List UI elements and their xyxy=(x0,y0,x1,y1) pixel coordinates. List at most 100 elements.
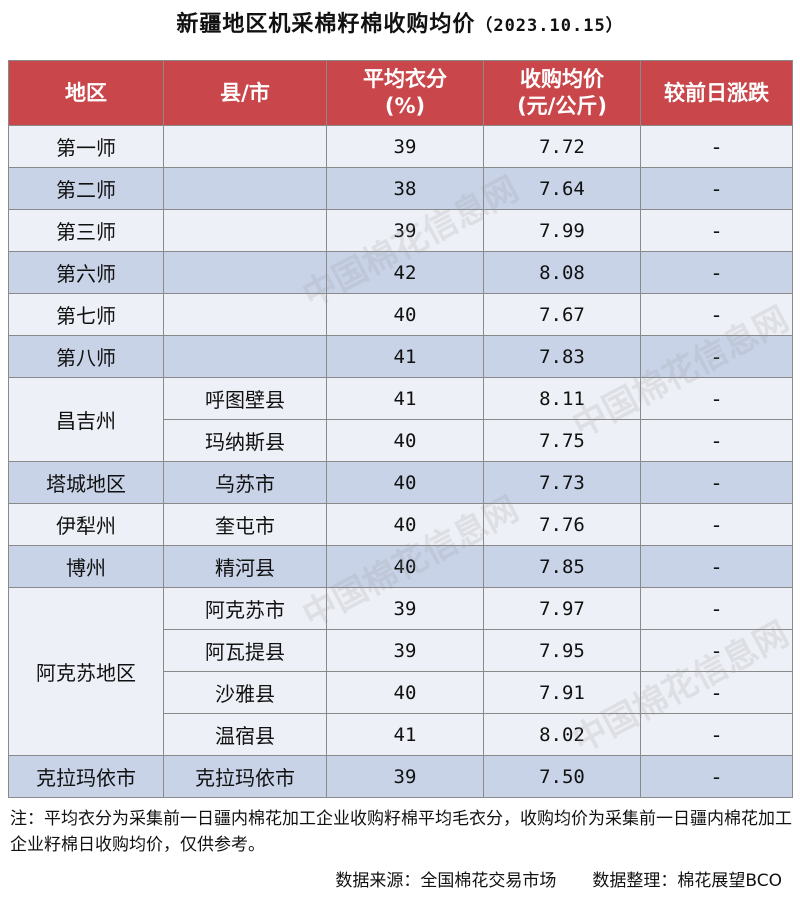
header-region: 地区 xyxy=(8,60,164,126)
county-cell xyxy=(163,251,327,294)
price-cell: 7.67 xyxy=(483,293,641,336)
price-table: 地区 县/市 平均衣分 (%) 收购均价 (元/公斤) 较前日涨跌 第一师 39 7… xyxy=(8,60,793,798)
county-cell: 奎屯市 xyxy=(163,503,327,546)
price-cell: 7.99 xyxy=(483,209,641,252)
county-cell xyxy=(163,209,327,252)
lint-cell: 40 xyxy=(326,419,484,462)
region-cell: 第一师 xyxy=(8,125,164,168)
table-row: 第七师 40 7.67 - xyxy=(8,293,793,336)
change-cell: - xyxy=(640,251,793,294)
header-price-line2: (元/公斤) xyxy=(517,94,607,118)
region-cell: 博州 xyxy=(8,545,164,588)
region-cell: 塔城地区 xyxy=(8,461,164,504)
county-cell: 温宿县 xyxy=(163,713,327,756)
table-row: 塔城地区 乌苏市 40 7.73 - xyxy=(8,461,793,504)
county-cell xyxy=(163,125,327,168)
table-row: 温宿县 41 8.02 - xyxy=(9,713,793,756)
table-row: 沙雅县 40 7.91 - xyxy=(9,671,793,714)
header-price: 收购均价 (元/公斤) xyxy=(483,60,641,126)
price-cell: 7.95 xyxy=(483,629,641,672)
lint-cell: 40 xyxy=(326,503,484,546)
change-cell: - xyxy=(640,377,793,420)
county-cell: 阿克苏市 xyxy=(163,587,327,630)
county-cell: 克拉玛依市 xyxy=(163,755,327,798)
data-compiler: 数据整理：棉花展望BCO xyxy=(592,871,782,891)
lint-cell: 40 xyxy=(326,671,484,714)
table-row: 克拉玛依市 克拉玛依市 39 7.50 - xyxy=(8,755,793,798)
region-cell: 第六师 xyxy=(8,251,164,294)
change-cell: - xyxy=(640,209,793,252)
change-cell: - xyxy=(640,335,793,378)
price-cell: 7.83 xyxy=(483,335,641,378)
table-row: 阿瓦提县 39 7.95 - xyxy=(9,629,793,672)
header-lint-line1: 平均衣分 xyxy=(363,67,447,91)
region-cell: 第八师 xyxy=(8,335,164,378)
lint-cell: 42 xyxy=(326,251,484,294)
price-cell: 7.91 xyxy=(483,671,641,714)
county-cell: 玛纳斯县 xyxy=(163,419,327,462)
page-title: 新疆地区机采棉籽棉收购均价（2023.10.15） xyxy=(0,6,800,38)
lint-cell: 39 xyxy=(326,125,484,168)
lint-cell: 39 xyxy=(326,629,484,672)
change-cell: - xyxy=(640,755,793,798)
change-cell: - xyxy=(640,629,793,672)
lint-cell: 41 xyxy=(326,335,484,378)
county-cell: 乌苏市 xyxy=(163,461,327,504)
change-cell: - xyxy=(640,503,793,546)
lint-cell: 41 xyxy=(326,713,484,756)
table-row: 伊犁州 奎屯市 40 7.76 - xyxy=(8,503,793,546)
county-cell: 精河县 xyxy=(163,545,327,588)
price-cell: 7.85 xyxy=(483,545,641,588)
source-line: 数据来源：全国棉花交易市场 数据整理：棉花展望BCO xyxy=(335,866,782,891)
price-cell: 8.08 xyxy=(483,251,641,294)
region-cell: 克拉玛依市 xyxy=(8,755,164,798)
header-row: 地区 县/市 平均衣分 (%) 收购均价 (元/公斤) 较前日涨跌 xyxy=(8,60,793,126)
price-cell: 8.11 xyxy=(483,377,641,420)
county-cell: 呼图壁县 xyxy=(163,377,327,420)
lint-cell: 39 xyxy=(326,755,484,798)
change-cell: - xyxy=(640,587,793,630)
table-row: 第六师 42 8.08 - xyxy=(8,251,793,294)
title-date: （2023.10.15） xyxy=(475,16,624,36)
table-row: 阿克苏地区 阿克苏市 39 7.97 - xyxy=(8,587,793,756)
change-cell: - xyxy=(640,293,793,336)
region-cell: 阿克苏地区 xyxy=(8,587,164,756)
title-text: 新疆地区机采棉籽棉收购均价 xyxy=(176,12,476,37)
region-cell: 昌吉州 xyxy=(8,377,164,462)
county-cell xyxy=(163,167,327,210)
table-row: 第一师 39 7.72 - xyxy=(8,125,793,168)
header-lint: 平均衣分 (%) xyxy=(326,60,484,126)
change-cell: - xyxy=(640,545,793,588)
change-cell: - xyxy=(640,671,793,714)
table-row: 玛纳斯县 40 7.75 - xyxy=(9,419,793,462)
lint-cell: 40 xyxy=(326,293,484,336)
price-cell: 8.02 xyxy=(483,713,641,756)
region-cell: 第二师 xyxy=(8,167,164,210)
header-county: 县/市 xyxy=(163,60,327,126)
lint-cell: 41 xyxy=(326,377,484,420)
change-cell: - xyxy=(640,461,793,504)
lint-cell: 40 xyxy=(326,461,484,504)
header-lint-line2: (%) xyxy=(384,94,426,118)
change-cell: - xyxy=(640,419,793,462)
table-row: 第二师 38 7.64 - xyxy=(8,167,793,210)
change-cell: - xyxy=(640,713,793,756)
region-cell: 第三师 xyxy=(8,209,164,252)
header-price-line1: 收购均价 xyxy=(520,67,604,91)
data-source: 数据来源：全国棉花交易市场 xyxy=(335,871,557,891)
county-cell xyxy=(163,335,327,378)
change-cell: - xyxy=(640,125,793,168)
price-cell: 7.73 xyxy=(483,461,641,504)
region-cell: 伊犁州 xyxy=(8,503,164,546)
footnote: 注：平均衣分为采集前一日疆内棉花加工企业收购籽棉平均毛衣分，收购均价为采集前一日… xyxy=(10,809,792,855)
lint-cell: 40 xyxy=(326,545,484,588)
lint-cell: 39 xyxy=(326,587,484,630)
table-row: 昌吉州 呼图壁县 41 8.11 - xyxy=(8,377,793,462)
table-row: 博州 精河县 40 7.85 - xyxy=(8,545,793,588)
price-cell: 7.72 xyxy=(483,125,641,168)
region-cell: 第七师 xyxy=(8,293,164,336)
county-cell: 阿瓦提县 xyxy=(163,629,327,672)
price-cell: 7.64 xyxy=(483,167,641,210)
price-cell: 7.75 xyxy=(483,419,641,462)
header-change: 较前日涨跌 xyxy=(640,60,793,126)
